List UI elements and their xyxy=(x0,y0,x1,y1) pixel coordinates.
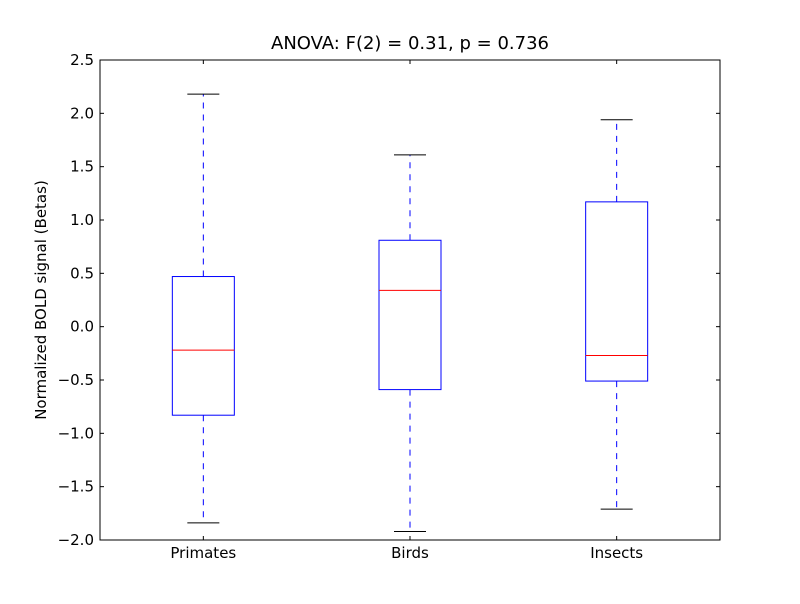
y-tick-label: 1.5 xyxy=(70,158,94,176)
x-tick-label: Primates xyxy=(170,544,236,562)
y-tick-label: 2.0 xyxy=(70,104,94,122)
box-primates xyxy=(171,276,235,416)
box-birds xyxy=(378,239,442,391)
y-tick-label: 1.0 xyxy=(70,211,94,229)
y-tick-label: 0.0 xyxy=(70,318,94,336)
y-tick-label: −0.5 xyxy=(58,371,94,389)
box-insects xyxy=(585,201,649,382)
x-tick-label: Birds xyxy=(391,544,429,562)
y-tick-label: 0.5 xyxy=(70,264,94,282)
y-axis-label: Normalized BOLD signal (Betas) xyxy=(32,180,50,420)
chart-title: ANOVA: F(2) = 0.31, p = 0.736 xyxy=(271,33,549,54)
plot-area-frame xyxy=(99,59,721,541)
y-tick-label: 2.5 xyxy=(70,51,94,69)
y-tick-label: −1.5 xyxy=(58,478,94,496)
y-tick-label: −1.0 xyxy=(58,424,94,442)
y-tick-label: −2.0 xyxy=(58,531,94,549)
x-tick-label: Insects xyxy=(590,544,643,562)
